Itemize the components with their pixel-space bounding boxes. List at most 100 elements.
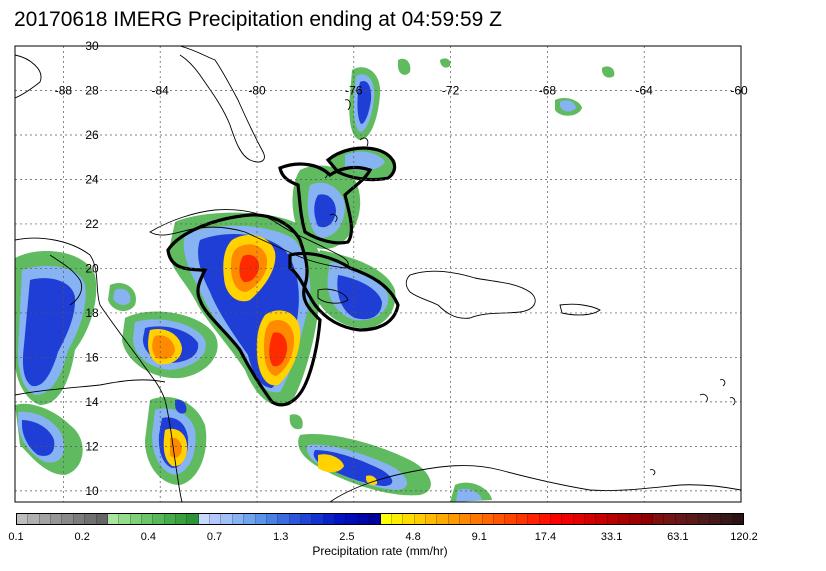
colorbar-tick-label: 17.4 [534,531,557,543]
colorbar-tick-label: 63.1 [667,531,689,543]
colorbar-cell [630,514,642,524]
colorbar-cell [300,514,313,524]
colorbar-cell [539,514,551,524]
map-title: 20170618 IMERG Precipitation ending at 0… [14,8,502,31]
colorbar-cell [312,514,324,524]
longitude-labels: -88 -84 -80 -76 -72 -68 -64 -60 [55,83,748,97]
longitude-label: -76 [345,83,363,97]
colorbar-cell [17,514,29,524]
colorbar-cell [675,514,688,524]
colorbar-cell [369,514,381,524]
colorbar-cell [550,514,563,524]
colorbar-cell [96,514,108,524]
colorbar-cell [573,514,585,524]
colorbar-tick-label: 0.2 [74,531,90,543]
cuba-coast [149,209,349,269]
colorbar-cell [494,514,506,524]
gulf-coast [15,54,42,99]
colorbar-cell [85,514,97,524]
map-plot-area [15,46,741,502]
colorbar-cell [732,514,743,524]
colorbar-cell [596,514,608,524]
colorbar-cell [709,514,722,524]
longitude-label: -72 [442,83,460,97]
colorbar-cell [39,514,52,524]
colorbar-cell [403,514,415,524]
honduras-coast [15,379,166,396]
colorbar-cell [323,514,336,524]
graticule [15,46,741,502]
colorbar-cell [471,514,483,524]
colorbar-tick-label: 0.4 [140,531,157,543]
colorbar-cell [562,514,574,524]
longitude-label: -68 [539,83,557,97]
latitude-labels: 30 28 26 24 22 20 18 16 14 12 10 [85,39,99,498]
colorbar-cell [380,514,392,524]
latitude-label: 28 [85,83,99,97]
latitude-label: 14 [85,395,99,409]
colorbar-cell [176,514,188,524]
threshold-contour [166,146,400,407]
colorbar-cell [528,514,540,524]
puerto-rico-coast [559,303,601,316]
longitude-label: -88 [55,83,73,97]
colorbar-cell [607,514,620,524]
colorbar-cell [28,514,40,524]
colorbar-cell [653,514,665,524]
south-america-coast [329,465,741,502]
central-america-coast [15,237,183,502]
colorbar-cell [335,514,347,524]
colorbar-cell [357,514,370,524]
latitude-label: 16 [85,350,99,364]
latitude-label: 22 [85,217,99,231]
colorbar-tick-label: 0.7 [206,531,223,543]
colorbar-cell [460,514,472,524]
colorbar-cell [425,514,438,524]
colorbar-cell [664,514,676,524]
hispaniola-coast [405,270,536,319]
longitude-label: -80 [248,83,266,97]
latitude-label: 30 [85,39,99,53]
colorbar-cell [141,514,154,524]
colorbar-cell [62,514,74,524]
colorbar-cell [210,514,222,524]
longitude-label: -84 [152,83,170,97]
colorbar-cell [187,514,199,524]
longitude-label: -60 [730,83,748,97]
colorbar-cell [482,514,495,524]
yucatan-coast [49,254,83,306]
colorbar-cell [505,514,517,524]
jamaica-coast [317,288,349,304]
colorbar-cell [107,514,120,524]
latitude-label: 18 [85,306,99,320]
colorbar [16,513,744,525]
colorbar-cell [698,514,710,524]
colorbar-tick-label: 9.1 [471,531,487,543]
colorbar-cell [164,514,177,524]
latitude-label: 24 [85,172,99,186]
colorbar-tick-label: 4.8 [405,531,421,543]
coastlines [15,46,741,502]
colorbar-cell [641,514,654,524]
latitude-label: 12 [85,439,99,453]
bahamas [319,99,369,223]
colorbar-cell [221,514,233,524]
longitude-label: -64 [636,83,654,97]
precip-red-regions [239,254,288,367]
colorbar-cell [119,514,131,524]
colorbar-cell [289,514,301,524]
colorbar-label: Precipitation rate (mm/hr) [312,544,448,558]
colorbar-cell [391,514,404,524]
colorbar-cell [584,514,597,524]
colorbar-cell [153,514,165,524]
colorbar-tick-label: 1.3 [273,531,289,543]
colorbar-cell [437,514,449,524]
colorbar-cell [619,514,631,524]
map-frame [14,45,742,503]
colorbar-cell [721,514,733,524]
colorbar-cell [51,514,63,524]
colorbar-cell [414,514,426,524]
precip-green-regions [15,58,615,502]
colorbar-tick-label: 2.5 [339,531,355,543]
